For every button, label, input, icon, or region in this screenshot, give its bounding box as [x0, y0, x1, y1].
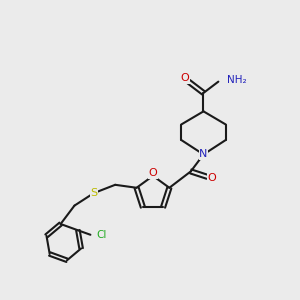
Text: N: N	[199, 149, 208, 160]
Text: O: O	[148, 169, 157, 178]
Text: S: S	[90, 188, 97, 198]
Text: NH₂: NH₂	[227, 75, 246, 85]
Text: Cl: Cl	[96, 230, 107, 240]
Text: O: O	[207, 173, 216, 183]
Text: O: O	[181, 73, 189, 83]
